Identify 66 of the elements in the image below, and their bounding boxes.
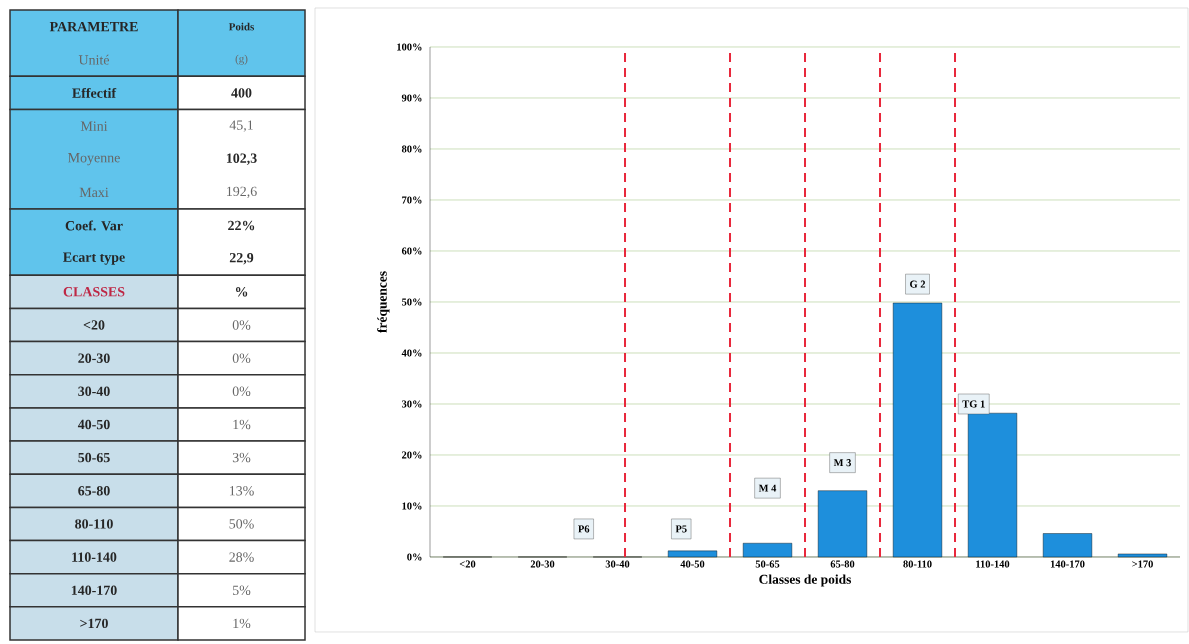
text: Ecart type [63, 252, 125, 265]
text: 3% [232, 452, 251, 463]
text: CLASSES [63, 287, 125, 297]
y-axis-title: fréquences [377, 271, 390, 333]
text: 13% [229, 486, 254, 496]
x-tick-label: 50-65 [755, 560, 780, 568]
x-tick-label: <20 [459, 560, 476, 568]
text: 5% [233, 585, 251, 596]
text: % [235, 287, 248, 297]
x-axis-title: Classes de poids [759, 574, 851, 587]
y-tick-label: 0% [407, 553, 422, 561]
y-tick-label: 100% [397, 43, 422, 51]
text: 0% [232, 386, 251, 397]
text: 40-50 [77, 419, 110, 430]
text: 0% [232, 320, 251, 330]
text: 28% [229, 552, 254, 562]
annotation: M 4 [758, 484, 777, 492]
y-tick-label: 30% [401, 400, 422, 408]
y-tick-label: 10% [402, 502, 422, 510]
y-tick-label: 40% [401, 349, 422, 357]
text: 80-110 [75, 519, 113, 529]
text: Effectif [72, 87, 117, 98]
text: (g) [235, 54, 248, 65]
text: 22,9 [229, 252, 254, 265]
text: >170 [80, 618, 108, 629]
text: 20-30 [78, 353, 110, 363]
text: 1% [233, 419, 251, 430]
text: Maxi [79, 187, 109, 198]
x-tick-label: 65-80 [830, 560, 855, 568]
y-tick-label: 50% [401, 298, 422, 306]
text: Unité [78, 54, 110, 65]
annotation: P6 [578, 525, 590, 533]
text: 22% [228, 220, 255, 231]
text: Poids [228, 22, 255, 31]
text: <20 [83, 320, 105, 330]
y-tick-label: 90% [401, 94, 422, 102]
text: 0% [232, 353, 251, 363]
y-tick-label: 20% [402, 451, 422, 459]
x-tick-label: >170 [1132, 560, 1153, 568]
x-tick-label: 140-170 [1050, 560, 1085, 568]
annotation: P5 [675, 525, 687, 533]
text: Moyenne [68, 153, 120, 166]
x-tick-label: 40-50 [680, 560, 705, 568]
text: 1% [233, 618, 251, 629]
text: 192,6 [227, 186, 257, 199]
x-tick-label: 30-40 [605, 560, 630, 568]
text: Coef. Var [65, 220, 123, 231]
text: 400 [231, 88, 252, 98]
text: 65-80 [78, 486, 110, 496]
y-tick-label: 60% [401, 247, 422, 255]
y-tick-label: 80% [401, 145, 422, 153]
text: Mini [80, 121, 108, 131]
text: 140-170 [71, 585, 117, 595]
annotation: M 3 [833, 459, 852, 467]
x-tick-label: 110-140 [976, 560, 1010, 568]
text: 50% [229, 519, 254, 529]
annotation: TG 1 [962, 400, 985, 408]
y-tick-label: 70% [402, 196, 422, 204]
annotation: G 2 [910, 280, 926, 288]
x-tick-label: 80-110 [903, 560, 932, 568]
text: 45,1 [229, 120, 253, 132]
text: 50-65 [78, 452, 110, 463]
text: PARAMETRE [49, 21, 138, 32]
x-tick-label: 20-30 [530, 560, 555, 568]
text: 102,3 [226, 153, 257, 165]
text: 30-40 [78, 386, 110, 396]
